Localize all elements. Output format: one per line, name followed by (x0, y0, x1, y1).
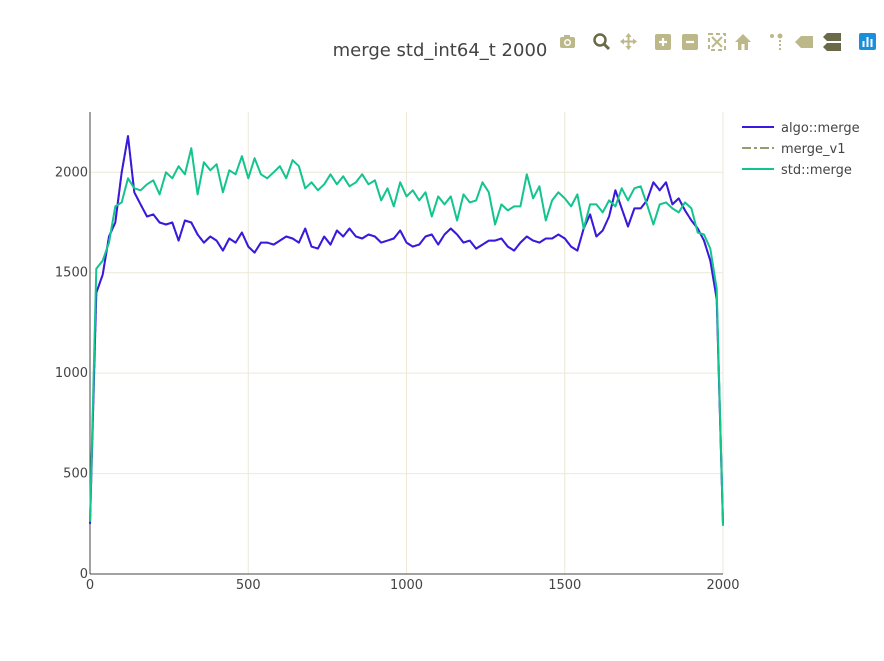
hover-compare-icon[interactable] (823, 33, 841, 51)
home-icon[interactable] (735, 34, 751, 50)
x-tick-label: 1000 (390, 578, 423, 593)
legend-label-std-merge: std::merge (781, 163, 852, 178)
y-tick-label: 2000 (55, 165, 88, 180)
zoom-out-icon[interactable] (682, 34, 698, 50)
y-tick-label: 0 (80, 567, 88, 582)
x-tick-label: 2000 (706, 578, 739, 593)
plotly-logo-icon[interactable] (859, 33, 876, 50)
legend-label-algo-merge: algo::merge (781, 121, 860, 136)
hover-closest-icon[interactable] (795, 36, 813, 48)
zoom-in-icon[interactable] (655, 34, 671, 50)
modebar[interactable] (556, 30, 880, 56)
autoscale-icon[interactable] (708, 33, 726, 51)
y-tick-label: 1500 (55, 266, 88, 281)
zoom-icon[interactable] (593, 33, 611, 51)
chart-title: merge std_int64_t 2000 (333, 40, 548, 61)
pan-icon[interactable] (620, 33, 637, 50)
tick-labels: 0 500 1000 1500 2000 0 500 1000 1500 2000 (55, 165, 740, 593)
series-lines (89, 135, 724, 526)
y-tick-label: 1000 (55, 366, 88, 381)
x-tick-label: 1500 (548, 578, 581, 593)
x-tick-label: 500 (236, 578, 261, 593)
spike-lines-icon[interactable] (770, 33, 783, 51)
y-tick-label: 500 (63, 467, 88, 482)
camera-icon[interactable] (560, 35, 575, 48)
x-tick-label: 0 (86, 578, 94, 593)
legend-label-merge-v1: merge_v1 (781, 142, 846, 157)
series-line-algo-merge (89, 135, 724, 524)
series-line-std-merge (89, 147, 724, 526)
